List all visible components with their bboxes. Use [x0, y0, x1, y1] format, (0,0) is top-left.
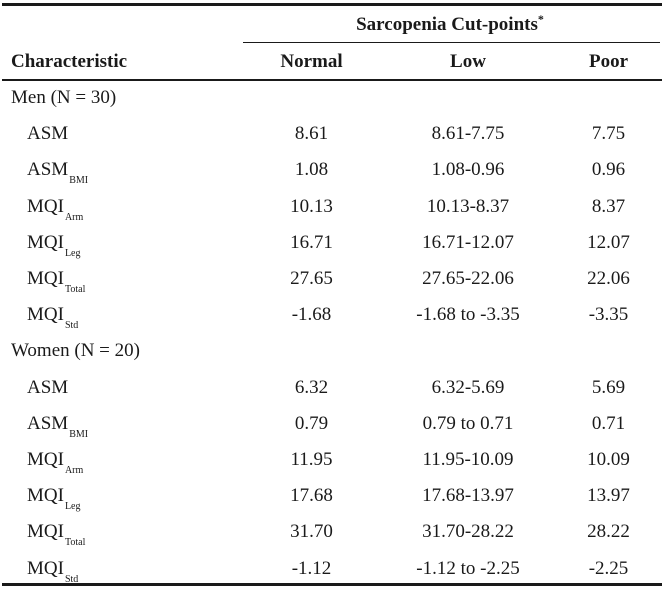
row-label-main: ASM — [27, 376, 69, 398]
row-label-main: MQI — [27, 231, 64, 253]
row-label: ASMBMI — [27, 152, 88, 191]
table-row: ASM 8.61 8.61-7.75 7.75 — [0, 116, 664, 152]
row-label-main: MQI — [27, 485, 64, 507]
row-label-subscript: BMI — [69, 175, 89, 187]
table-row: MQILeg 16.71 16.71-12.07 12.07 — [0, 225, 664, 261]
row-label-subscript: Leg — [64, 501, 81, 513]
cell-poor: 28.22 — [587, 521, 630, 543]
cell-poor: 5.69 — [591, 376, 626, 398]
table-row: MQIArm 11.95 11.95-10.09 10.09 — [0, 442, 664, 478]
cell-low: -1.68 to -3.35 — [416, 304, 520, 326]
column-header-normal: Normal — [280, 51, 343, 72]
table-row: MQITotal 31.70 31.70-28.22 28.22 — [0, 514, 664, 550]
column-header-characteristic: Characteristic — [11, 51, 128, 72]
row-label: ASM — [27, 116, 68, 152]
cell-normal: -1.12 — [291, 557, 332, 579]
cell-low: 27.65-22.06 — [422, 268, 514, 289]
row-label-main: MQI — [27, 304, 64, 326]
table-row: MQILeg 17.68 17.68-13.97 13.97 — [0, 478, 664, 514]
cell-normal: 1.08 — [294, 159, 329, 181]
table-row: MQIStd -1.12 -1.12 to -2.25 -2.25 — [0, 551, 664, 587]
row-label: MQILeg — [27, 478, 81, 517]
cell-poor: 10.09 — [587, 449, 630, 470]
row-label: MQIStd — [27, 551, 78, 590]
cell-normal: 31.70 — [290, 521, 333, 543]
cell-normal: 27.65 — [290, 268, 333, 289]
row-label-subscript: BMI — [69, 428, 89, 440]
group-header-underline — [243, 42, 660, 43]
table-bottom-rule — [2, 583, 662, 586]
group-header-text: Sarcopenia Cut-points — [356, 14, 538, 35]
cell-low: 8.61-7.75 — [431, 123, 505, 145]
cell-poor: 12.07 — [587, 231, 630, 253]
table-row: MQIArm 10.13 10.13-8.37 8.37 — [0, 189, 664, 225]
table-row: MQIStd -1.68 -1.68 to -3.35 -3.35 — [0, 297, 664, 333]
row-label-main: MQI — [27, 268, 64, 289]
cell-low: 31.70-28.22 — [422, 521, 514, 543]
cell-normal: 17.68 — [290, 485, 333, 507]
column-header-poor: Poor — [588, 51, 629, 72]
section-row: Men (N = 30) — [0, 80, 664, 116]
row-label: MQIArm — [27, 442, 83, 481]
row-label-subscript: Arm — [64, 465, 84, 476]
row-label-main: MQI — [27, 557, 64, 579]
row-label: MQIStd — [27, 297, 78, 336]
cell-low: -1.12 to -2.25 — [416, 557, 520, 579]
column-header-low: Low — [450, 51, 486, 72]
cell-normal: 11.95 — [290, 449, 333, 470]
row-label: ASMBMI — [27, 406, 88, 445]
section-title: Women (N = 20) — [11, 340, 140, 362]
cell-poor: 8.37 — [591, 195, 626, 217]
section-row: Women (N = 20) — [0, 333, 664, 369]
cell-poor: 22.06 — [587, 268, 630, 289]
row-label-subscript: Total — [64, 537, 86, 549]
table-row: MQITotal 27.65 27.65-22.06 22.06 — [0, 261, 664, 297]
cell-normal: 16.71 — [290, 231, 333, 253]
row-label: MQIArm — [27, 189, 83, 228]
group-header: Sarcopenia Cut-points* — [240, 10, 660, 40]
row-label: MQITotal — [27, 261, 85, 300]
cell-low: 17.68-13.97 — [422, 485, 514, 507]
cell-poor: -2.25 — [588, 557, 629, 579]
table-row: ASMBMI 0.79 0.79 to 0.71 0.71 — [0, 406, 664, 442]
cell-poor: -3.35 — [588, 304, 629, 326]
column-header-row: Characteristic Normal Low Poor — [0, 46, 664, 78]
row-label-main: ASM — [27, 412, 69, 434]
row-label-main: MQI — [27, 195, 64, 217]
row-label-main: ASM — [27, 159, 69, 181]
table-top-rule — [2, 3, 662, 6]
cell-normal: 0.79 — [294, 412, 329, 434]
row-label: MQILeg — [27, 225, 81, 264]
cell-poor: 13.97 — [587, 485, 630, 507]
cell-low: 0.79 to 0.71 — [422, 412, 514, 434]
cell-low: 10.13-8.37 — [426, 195, 510, 217]
header-bottom-rule — [2, 79, 662, 81]
row-label-subscript: Leg — [64, 247, 81, 259]
cell-poor: 7.75 — [591, 123, 626, 145]
cell-low: 11.95-10.09 — [422, 449, 514, 470]
row-label-main: MQI — [27, 521, 64, 543]
cell-normal: 10.13 — [290, 195, 333, 217]
row-label-subscript: Arm — [64, 211, 84, 223]
row-label-subscript: Std — [64, 573, 79, 585]
section-title: Men (N = 30) — [11, 87, 117, 108]
cell-poor: 0.96 — [591, 159, 626, 181]
cell-normal: -1.68 — [291, 304, 332, 326]
row-label: MQITotal — [27, 514, 85, 553]
cell-normal: 8.61 — [294, 123, 329, 145]
footnote-mark: * — [537, 12, 544, 26]
row-label-subscript: Total — [64, 284, 86, 295]
cell-low: 1.08-0.96 — [431, 159, 505, 181]
cell-low: 6.32-5.69 — [431, 376, 505, 398]
table-row: ASM 6.32 6.32-5.69 5.69 — [0, 370, 664, 406]
row-label-subscript: Std — [64, 320, 79, 332]
cell-poor: 0.71 — [591, 412, 626, 434]
cell-normal: 6.32 — [294, 376, 329, 398]
row-label-main: ASM — [27, 123, 69, 145]
table-row: ASMBMI 1.08 1.08-0.96 0.96 — [0, 152, 664, 188]
cell-low: 16.71-12.07 — [422, 231, 514, 253]
row-label-main: MQI — [27, 449, 64, 470]
row-label: ASM — [27, 370, 68, 406]
